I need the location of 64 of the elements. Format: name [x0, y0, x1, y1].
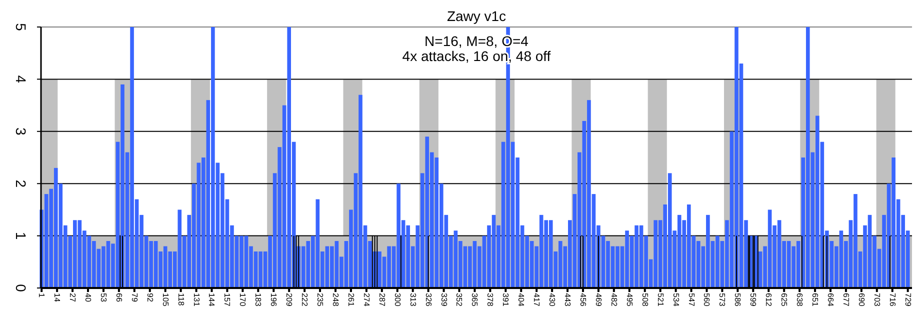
x-tick-label: 14: [52, 293, 62, 302]
x-tick-label: 547: [686, 293, 696, 307]
y-tick-label: 0: [13, 284, 29, 292]
y-tick-label: 5: [13, 23, 29, 32]
x-tick-label: 573: [718, 293, 727, 307]
x-tick-label: 183: [254, 293, 263, 307]
x-tick-label: 196: [269, 293, 278, 307]
x-tick-label: 248: [331, 293, 340, 307]
x-tick-label: 664: [826, 293, 835, 307]
x-tick-label: 339: [439, 293, 448, 307]
x-tick-label: 430: [548, 293, 557, 307]
x-tick-label: 313: [408, 293, 418, 307]
x-tick-label: 560: [702, 293, 712, 307]
x-tick-label: 66: [114, 293, 124, 302]
y-tick-label: 1: [13, 232, 29, 240]
x-tick-label: 105: [160, 293, 170, 307]
x-tick-label: 326: [424, 293, 433, 307]
x-tick-label: 391: [501, 293, 510, 307]
x-tick-label: 703: [872, 293, 882, 307]
x-tick-label: 79: [130, 293, 139, 302]
x-tick-label: 456: [578, 293, 588, 307]
x-tick-label: 638: [795, 293, 804, 307]
x-tick-label: 365: [470, 293, 480, 307]
x-tick-label: 625: [780, 293, 789, 307]
x-tick-label: 144: [207, 293, 216, 307]
x-tick-label: 417: [532, 293, 542, 307]
x-tick-label: 690: [856, 293, 866, 307]
x-tick-label: 495: [624, 293, 634, 307]
x-tick-label: 716: [888, 293, 897, 307]
x-tick-label: 651: [810, 293, 820, 307]
x-tick-label: 404: [516, 293, 526, 307]
x-tick-label: 729: [903, 293, 912, 307]
x-tick-label: 521: [656, 293, 665, 307]
x-tick-label: 378: [486, 293, 495, 307]
x-tick-label: 612: [764, 293, 774, 307]
x-tick-label: 261: [346, 293, 356, 307]
chart-title: Zawy v1c: [446, 8, 506, 24]
x-tick-label: 443: [563, 293, 572, 307]
x-tick-label: 534: [671, 293, 680, 307]
x-tick-label: 300: [392, 293, 402, 307]
x-tick-label: 118: [176, 293, 186, 306]
x-tick-label: 222: [300, 293, 310, 307]
x-tick-label: 599: [748, 293, 758, 307]
x-tick-label: 53: [98, 293, 108, 302]
y-tick-label: 2: [13, 180, 29, 188]
y-tick-label: 3: [13, 128, 29, 136]
x-tick-label: 274: [362, 293, 371, 307]
x-tick-label: 170: [238, 293, 248, 307]
x-tick-label: 352: [454, 293, 464, 307]
x-tick-label: 469: [594, 293, 603, 307]
x-tick-label: 1: [37, 293, 46, 298]
x-tick-label: 287: [377, 293, 386, 307]
x-tick-label: 482: [609, 293, 618, 307]
x-tick-label: 40: [84, 293, 92, 302]
x-tick-label: 586: [733, 293, 742, 307]
x-tick-label: 131: [192, 293, 201, 307]
x-tick-label: 92: [145, 293, 154, 302]
x-tick-label: 157: [222, 293, 232, 307]
y-tick-label: 4: [13, 75, 29, 84]
x-tick-label: 677: [841, 293, 850, 307]
x-tick-label: 27: [68, 293, 78, 302]
x-tick-label: 235: [316, 293, 325, 307]
x-tick-label: 209: [284, 293, 294, 307]
x-tick-label: 508: [640, 293, 650, 307]
